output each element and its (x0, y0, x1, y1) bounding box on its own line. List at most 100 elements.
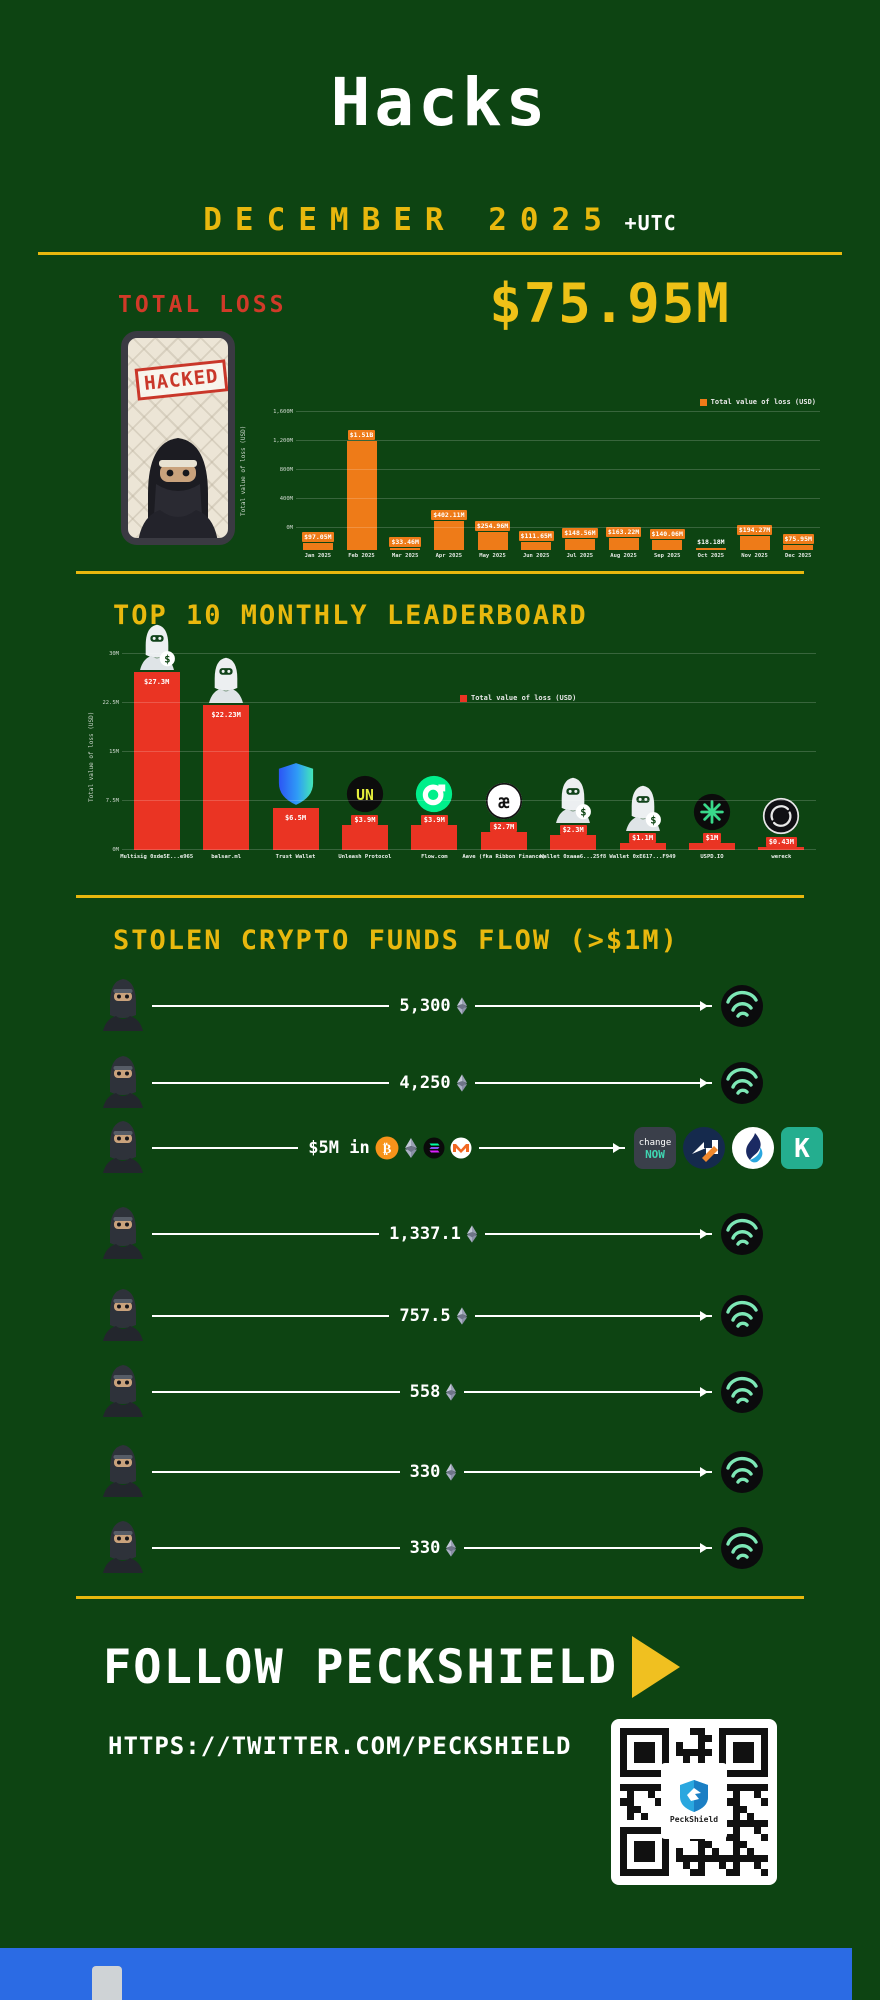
hacker-icon (207, 654, 245, 703)
chart-legend: Total value of loss (USD) (699, 398, 816, 406)
bar-value-label: $75.95M (782, 533, 814, 544)
flow-arrow (474, 1311, 712, 1321)
bar-value-label: $33.46M (389, 536, 421, 547)
flow-row-2: 4,250 (100, 1051, 764, 1115)
monthly-bar-feb-2025: $1.51B Feb 2025 (340, 429, 384, 559)
y-tick-label: 15M (109, 749, 119, 755)
xmr-icon (450, 1137, 472, 1159)
bar-value-label: $111.65M (518, 530, 554, 541)
unleash-icon: UN (346, 775, 384, 813)
y-axis-title: Total value of loss (USD) (240, 425, 247, 516)
hacker-avatar-icon (100, 975, 152, 1037)
aave-icon: æ (485, 782, 523, 820)
gridline (122, 849, 816, 850)
y-tick-label: 800M (279, 467, 293, 473)
bar (302, 542, 333, 550)
eth-icon (466, 1224, 478, 1244)
hacker-avatar-icon (100, 1117, 152, 1179)
monthly-bar-jul-2025: $148.56M Jul 2025 (558, 528, 602, 559)
flow-destinations (720, 1526, 764, 1570)
flow-line (152, 1082, 390, 1084)
btc-icon: ₿ (375, 1136, 399, 1160)
flow-line (152, 1005, 390, 1007)
victim-name-label: USPD.IO (700, 854, 724, 860)
bar (608, 538, 639, 550)
bar-value-label: $2.7M (490, 822, 518, 833)
y-tick-label: 1,600M (273, 409, 293, 415)
bar-value-label: $22.23M (211, 710, 241, 719)
divider (38, 252, 842, 255)
flow-destinations (720, 1370, 764, 1414)
twitter-url[interactable]: HTTPS://TWITTER.COM/PECKSHIELD (108, 1732, 572, 1760)
monthly-bar-jan-2025: $97.05M Jan 2025 (296, 531, 340, 559)
bar (477, 531, 508, 550)
qr-logo: PeckShield (661, 1763, 727, 1839)
divider (76, 895, 804, 898)
monthly-bar-oct-2025: $18.18M Oct 2025 (689, 537, 733, 559)
follow-label: FOLLOW PECKSHIELD (103, 1639, 619, 1695)
bar (550, 834, 597, 850)
changenow-icon: change NOW (633, 1126, 677, 1170)
hacker-avatar-icon (100, 1285, 152, 1347)
bar-value-label: $194.27M (736, 524, 773, 535)
trust-wallet-icon (277, 762, 315, 806)
bar-value-label: $1.1M (629, 832, 657, 843)
monthly-bar-may-2025: $254.96M May 2025 (471, 520, 515, 559)
leaderboard-bar-1: $ $27.3M Multisig 0xde5E...e965 (120, 621, 193, 860)
victim-name-label: Wallet 0xE617...F949 (609, 854, 676, 860)
flow-arrow (464, 1387, 712, 1397)
monthly-bar-apr-2025: $402.11M Apr 2025 (427, 509, 471, 559)
bar (521, 541, 552, 550)
monthly-bar-aug-2025: $163.22M Aug 2025 (602, 527, 646, 559)
monthly-bar-dec-2025: $75.95M Dec 2025 (776, 533, 820, 559)
total-loss-label: TOTAL LOSS (118, 292, 287, 318)
leaderboard-bar-10: $0.43M wereck (747, 797, 816, 860)
flow-row-7: 330 (100, 1440, 764, 1504)
bar-value-label: $148.56M (562, 528, 598, 539)
legend-label: Total value of loss (USD) (710, 398, 816, 406)
flow-row-1: 5,300 (100, 974, 764, 1038)
x-tick-label: Oct 2025 (697, 553, 725, 559)
gridline (122, 702, 816, 703)
x-tick-label: Sep 2025 (653, 553, 681, 559)
eth-icon (445, 1462, 457, 1482)
svg-text:$: $ (164, 653, 170, 665)
hacker-moneybag-icon: $ (554, 774, 592, 823)
bar (346, 440, 377, 550)
bar-value-label: $140.06M (649, 528, 685, 539)
bar (739, 535, 770, 550)
legend-swatch (699, 398, 707, 406)
y-tick-label: 400M (279, 496, 293, 502)
bar (688, 843, 735, 850)
footer-blue-strip (0, 1948, 852, 2000)
flow-row-5: 757.5 (100, 1284, 764, 1348)
hacker-moneybag-icon: $ (138, 621, 176, 670)
svg-text:UN: UN (356, 787, 374, 804)
hacker-moneybag-icon: $ (624, 782, 662, 831)
flow-row-6: 558 (100, 1360, 764, 1424)
hacker-avatar-icon (100, 1517, 152, 1579)
flow-amount: 5,300 (389, 996, 474, 1016)
flow-amount: 757.5 (389, 1306, 474, 1326)
bar (695, 548, 726, 550)
victim-name-label: Wallet 0xaaa6...25f8 (540, 854, 607, 860)
tornado-cash-icon (720, 1061, 764, 1105)
flow-line (152, 1233, 380, 1235)
y-tick-label: 0M (286, 525, 293, 531)
bar-value-label: $27.3M (144, 677, 170, 686)
hacker-avatar-icon (100, 1052, 152, 1114)
flow-row-4: 1,337.1 (100, 1202, 764, 1266)
y-axis-title: Total value of loss (USD) (88, 711, 95, 802)
x-tick-label: May 2025 (479, 553, 506, 559)
flow-amount: 558 (400, 1382, 465, 1402)
victim-name-label: Aave (fka Ribbon Finance) (462, 854, 546, 860)
bar-value-label: $3.9M (351, 814, 379, 825)
flow-line (152, 1391, 400, 1393)
bar-value-label: $18.18M (697, 538, 725, 546)
flow-arrow (478, 1143, 626, 1153)
bar (783, 544, 814, 550)
flow-row-8: 330 (100, 1516, 764, 1580)
bar (619, 842, 666, 850)
x-tick-label: Jan 2025 (304, 553, 332, 559)
wereck-icon (762, 797, 800, 835)
